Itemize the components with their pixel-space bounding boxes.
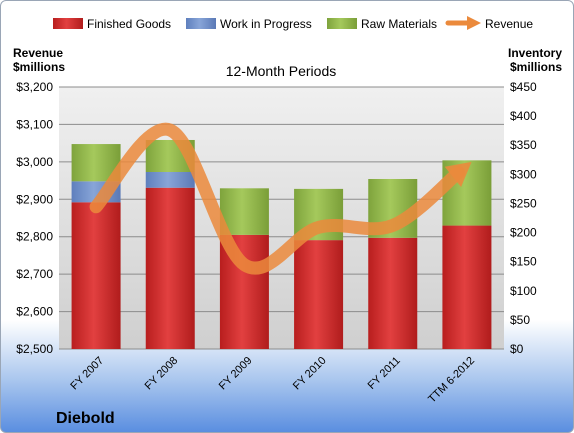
- left-axis-label-line2: $millions: [13, 60, 65, 74]
- left-tick-label: $2,500: [16, 342, 53, 356]
- legend-swatch-finished-goods: [53, 18, 83, 29]
- bar-finished-goods: [294, 240, 344, 349]
- x-tick-label: FY 2008: [143, 355, 181, 393]
- legend-swatch-revenue: [445, 16, 481, 30]
- right-axis-ticks: $0 $50 $100 $150 $200 $250 $300 $350 $400 $450: [510, 80, 537, 356]
- bar-finished-goods: [368, 237, 418, 349]
- right-axis-label-line2: $millions: [510, 60, 562, 74]
- left-tick-label: $2,700: [16, 267, 53, 281]
- bar-finished-goods: [145, 187, 195, 349]
- x-tick-label: FY 2011: [366, 355, 403, 392]
- left-axis-label-line1: Revenue: [13, 46, 63, 60]
- right-tick-label: $250: [510, 196, 537, 210]
- x-tick-label: FY 2010: [291, 355, 329, 393]
- company-name: Diebold: [56, 410, 115, 427]
- bar-raw-materials: [219, 188, 269, 235]
- x-tick-label: FY 2009: [217, 355, 255, 393]
- right-tick-label: $50: [510, 313, 530, 327]
- legend-swatch-work-in-progress: [186, 18, 216, 29]
- left-tick-label: $2,600: [16, 305, 53, 319]
- legend-label-work-in-progress: Work in Progress: [220, 17, 312, 31]
- chart-title: 12-Month Periods: [226, 63, 337, 79]
- bar-finished-goods: [71, 202, 121, 349]
- left-tick-label: $3,200: [16, 80, 53, 94]
- legend-swatch-raw-materials: [327, 18, 357, 29]
- x-axis-labels: FY 2007 FY 2008 FY 2009 FY 2010 FY 2011 TTM 6…: [68, 355, 477, 406]
- left-tick-label: $3,000: [16, 155, 53, 169]
- x-tick-label: TTM 6-2012: [426, 355, 477, 406]
- revenue-arrowhead: [444, 161, 472, 188]
- bar-work-in-progress: [145, 172, 195, 188]
- revenue-line-layer: [89, 122, 472, 275]
- left-tick-label: $2,800: [16, 230, 53, 244]
- right-axis-label-line1: Inventory: [508, 46, 562, 60]
- right-tick-label: $300: [510, 167, 537, 181]
- right-tick-label: $450: [510, 80, 537, 94]
- right-tick-label: $400: [510, 109, 537, 123]
- legend-label-revenue: Revenue: [485, 17, 533, 31]
- right-tick-label: $100: [510, 284, 537, 298]
- bar-finished-goods: [442, 225, 492, 349]
- right-tick-label: $200: [510, 226, 537, 240]
- legend-label-finished-goods: Finished Goods: [87, 17, 171, 31]
- left-tick-label: $2,900: [16, 192, 53, 206]
- left-tick-label: $3,100: [16, 117, 53, 131]
- legend: Finished Goods Work in Progress Raw Mate…: [53, 16, 533, 31]
- right-tick-label: $350: [510, 138, 537, 152]
- right-tick-label: $0: [510, 342, 524, 356]
- revenue-line: [89, 122, 466, 275]
- plot-area: [59, 87, 504, 349]
- right-tick-label: $150: [510, 255, 537, 269]
- legend-label-raw-materials: Raw Materials: [361, 17, 437, 31]
- x-tick-label: FY 2007: [68, 355, 106, 393]
- left-axis-ticks: $2,500 $2,600 $2,700 $2,800 $2,900 $3,000 $3,1…: [16, 80, 53, 356]
